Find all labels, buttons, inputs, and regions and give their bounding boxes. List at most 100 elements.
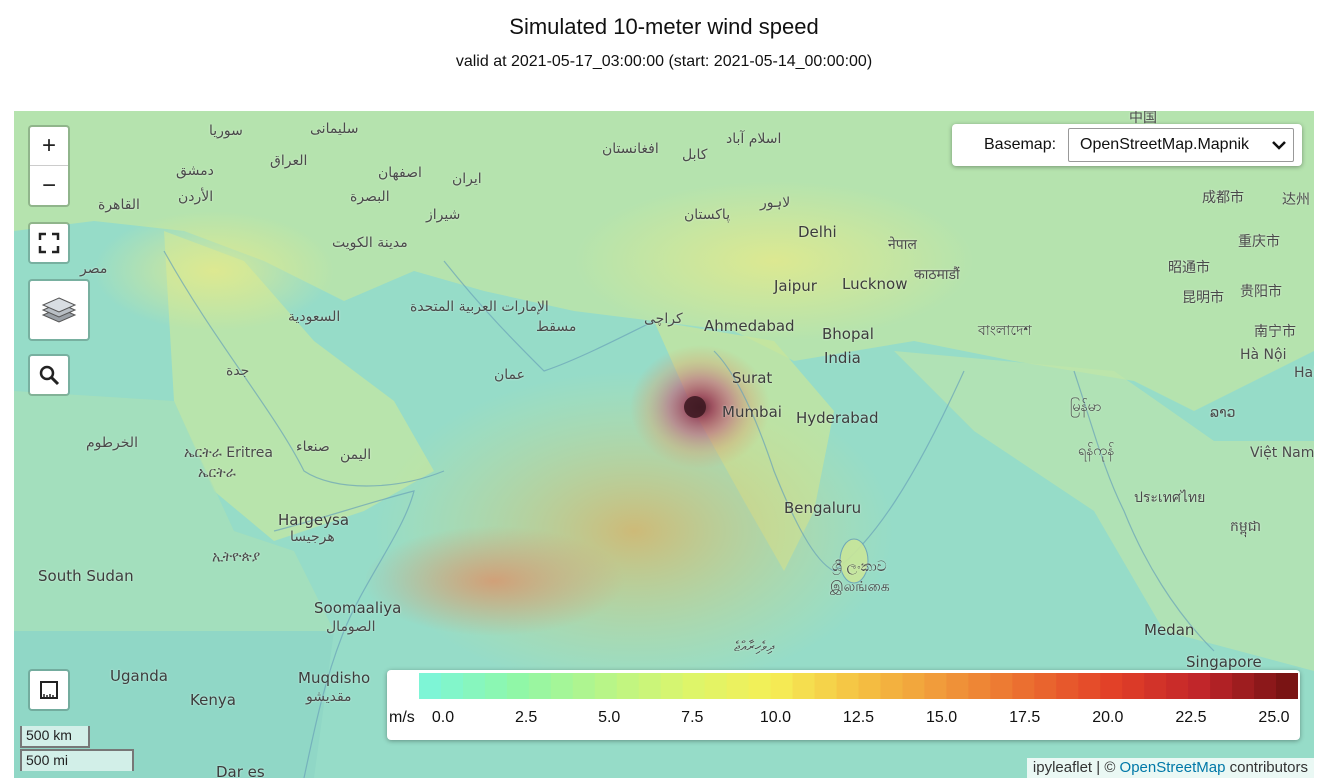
colorbar-step <box>902 673 926 699</box>
place-label: Hai <box>1294 365 1314 381</box>
attribution-suffix: contributors <box>1225 759 1308 776</box>
place-label: កម្ពុជា <box>1230 519 1262 535</box>
place-label: இலங்கை <box>830 579 890 595</box>
colorbar-step <box>814 673 838 699</box>
colorbar-tick-label: 10.0 <box>759 709 791 726</box>
colorbar-step <box>440 673 464 699</box>
place-label: سوريا <box>209 123 243 139</box>
chevron-down-icon <box>1272 141 1286 150</box>
place-label: Singapore <box>1186 653 1262 671</box>
colorbar-step <box>836 673 860 699</box>
colorbar-step <box>1012 673 1035 699</box>
colorbar-step <box>946 673 969 699</box>
place-label: ລາວ <box>1210 405 1236 421</box>
place-label: الصومال <box>326 619 376 635</box>
fullscreen-button[interactable] <box>28 222 70 264</box>
place-label: العراق <box>270 153 308 169</box>
colorbar-step <box>704 673 728 699</box>
colorbar-step <box>462 673 486 699</box>
place-label: هرجيسا <box>290 529 335 545</box>
place-label: مصر <box>80 261 108 277</box>
place-label: ኤርትራ <box>198 465 236 481</box>
colorbar-legend: m/s 0.0 2.5 5.0 7.5 10.0 12.5 15.0 17.5 20.0 22.5… <box>387 670 1300 740</box>
place-label: افغانستان <box>602 141 659 157</box>
basemap-selector: Basemap: OpenStreetMap.Mapnik <box>952 124 1302 166</box>
place-label: مدينة الكويت <box>332 235 408 251</box>
colorbar-step <box>748 673 772 699</box>
place-label: اليمن <box>340 447 372 463</box>
colorbar-step <box>682 673 706 699</box>
colorbar-step <box>572 673 596 699</box>
search-icon <box>39 365 60 386</box>
scale-bar-mi: 500 mi <box>20 749 134 771</box>
colorbar-step <box>419 673 442 699</box>
ruler-icon <box>40 681 58 699</box>
place-label: ދިވެހިރާއްޖެ <box>734 639 775 655</box>
colorbar-step <box>924 673 948 699</box>
search-button[interactable] <box>28 354 70 396</box>
basemap-value: OpenStreetMap.Mapnik <box>1080 136 1250 153</box>
colorbar-step <box>858 673 882 699</box>
zoom-in-button[interactable]: + <box>30 127 68 166</box>
colorbar-step <box>770 673 794 699</box>
place-label: عمان <box>494 367 525 383</box>
fullscreen-icon <box>38 232 60 254</box>
place-label: کراچی <box>644 311 683 327</box>
place-label: Hargeysa <box>278 511 350 529</box>
colorbar-tick-label: 5.0 <box>598 709 621 726</box>
colorbar-step <box>1166 673 1189 699</box>
colorbar-tick-label: 15.0 <box>926 709 958 726</box>
place-label: বাংলাদেশ <box>978 323 1032 339</box>
osm-link[interactable]: OpenStreetMap <box>1119 759 1226 776</box>
colorbar-step <box>638 673 662 699</box>
basemap-dropdown[interactable]: OpenStreetMap.Mapnik <box>1068 128 1295 162</box>
place-label: ኤርትራ Eritrea <box>184 445 273 461</box>
place-label: Hyderabad <box>796 409 879 427</box>
colorbar-tick-label: 17.5 <box>1009 709 1041 726</box>
place-label: ရန်ကုန် <box>1078 443 1115 459</box>
place-label: مقديشو <box>306 689 352 705</box>
place-label: Surat <box>732 369 773 387</box>
colorbar-step <box>1232 673 1255 699</box>
zoom-out-button[interactable]: − <box>41 171 56 199</box>
place-label: India <box>824 349 861 367</box>
place-label: Mumbai <box>722 403 782 421</box>
scale-bar-km: 500 km <box>20 726 90 748</box>
measure-button[interactable] <box>28 669 70 711</box>
layers-button[interactable] <box>28 279 90 341</box>
place-label: 南宁市 <box>1254 324 1296 340</box>
place-label: Kenya <box>190 691 236 709</box>
place-label: Dar es <box>216 763 265 778</box>
place-label: کابل <box>682 147 708 163</box>
layers-icon <box>41 297 77 323</box>
colorbar-gradient <box>419 673 1298 699</box>
place-label: नेपाल <box>888 237 917 253</box>
place-label: Ahmedabad <box>704 317 795 335</box>
place-label: 达州 <box>1282 192 1310 208</box>
colorbar-step <box>616 673 640 699</box>
colorbar-step <box>1122 673 1145 699</box>
place-label: 成都市 <box>1202 190 1244 206</box>
place-label: Bhopal <box>822 325 874 343</box>
colorbar-step <box>1078 673 1101 699</box>
map-view[interactable]: 中国 سوريا سليمانى افغانستان کابل اسلام آب… <box>14 111 1314 778</box>
place-label: مسقط <box>536 319 577 335</box>
colorbar-tick-label: 2.5 <box>514 709 538 726</box>
place-label: Muqdisho <box>298 669 371 687</box>
place-label: السعودية <box>288 309 341 325</box>
colorbar-step <box>550 673 574 699</box>
place-label: الخرطوم <box>86 435 138 451</box>
place-label: Hà Nội <box>1240 347 1287 363</box>
colorbar-step <box>1254 673 1277 699</box>
place-label: Uganda <box>110 667 168 685</box>
place-label: 中国 <box>1129 111 1157 126</box>
colorbar-step <box>968 673 991 699</box>
zoom-control: + − <box>28 125 70 207</box>
colorbar-tick-label: 25.0 <box>1258 709 1290 726</box>
place-label: Soomaaliya <box>314 599 402 617</box>
colorbar-tick-label: 20.0 <box>1092 709 1124 726</box>
place-label: ශ්‍රී ලංකාව <box>832 559 887 575</box>
basemap-label: Basemap: <box>984 136 1057 153</box>
place-label: South Sudan <box>38 567 134 585</box>
colorbar-tick-label: 12.5 <box>842 709 875 726</box>
